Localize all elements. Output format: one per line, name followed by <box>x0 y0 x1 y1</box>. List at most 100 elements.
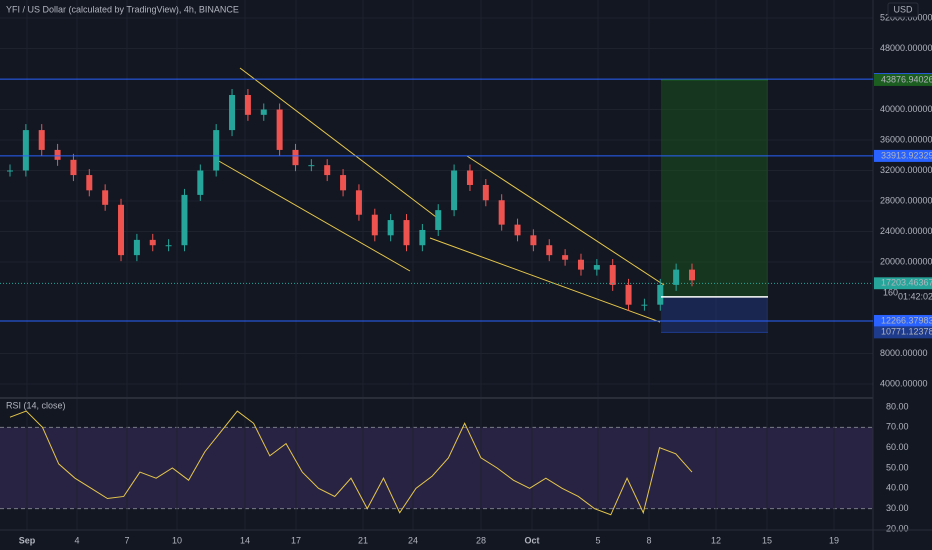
price-tag <box>874 73 932 86</box>
price-tick-label: 32000.00000 <box>880 165 932 175</box>
candle <box>149 239 156 246</box>
time-label: 19 <box>829 535 839 545</box>
time-label: 4 <box>74 535 79 545</box>
rsi-tick-label: 40.00 <box>886 483 909 493</box>
rsi-tick-label: 60.00 <box>886 442 909 452</box>
candle <box>38 130 45 150</box>
time-label: 5 <box>595 535 600 545</box>
rsi-tick-label: 30.00 <box>886 503 909 513</box>
price-tick-label: 28000.00000 <box>880 195 932 205</box>
candle <box>657 284 664 305</box>
price-tick-label: 48000.00000 <box>880 43 932 53</box>
candles <box>7 89 695 516</box>
candle <box>482 184 489 201</box>
candle <box>530 235 537 246</box>
profit-zone[interactable] <box>661 80 768 297</box>
price-tag <box>874 326 932 339</box>
time-label: 24 <box>408 535 418 545</box>
price-tick-label: 36000.00000 <box>880 134 932 144</box>
candle <box>292 149 299 166</box>
time-label: 28 <box>476 535 486 545</box>
price-tag-label: 33913.92329 <box>881 150 932 160</box>
price-tag <box>874 314 932 327</box>
trend-line[interactable] <box>466 155 665 286</box>
candle <box>54 149 61 160</box>
price-tag-label: 43876.94026 <box>881 74 932 84</box>
candle <box>324 165 331 176</box>
rsi-band <box>0 427 873 509</box>
candle <box>340 175 347 191</box>
candle <box>133 239 140 256</box>
time-label: 7 <box>124 535 129 545</box>
time-label: 8 <box>646 535 651 545</box>
trend-lines <box>216 67 665 323</box>
price-tick-label: 24000.00000 <box>880 226 932 236</box>
price-tag <box>874 277 932 290</box>
candle <box>419 229 426 246</box>
candle <box>673 269 680 285</box>
candle <box>546 245 553 256</box>
time-label: 12 <box>711 535 721 545</box>
candle <box>308 165 315 167</box>
candle <box>197 170 204 195</box>
candle <box>22 130 29 171</box>
candle <box>577 259 584 270</box>
candle <box>514 224 521 236</box>
pane-divider <box>0 397 873 399</box>
candle <box>165 245 172 247</box>
candle <box>562 255 569 260</box>
trend-line[interactable] <box>429 237 661 323</box>
candle <box>213 130 220 171</box>
rsi-tick-label: 50.00 <box>886 462 909 472</box>
time-label: 15 <box>762 535 772 545</box>
price-tag-label: 10771.12378 <box>881 327 932 337</box>
currency-box[interactable] <box>887 2 919 18</box>
countdown-price: 160 <box>883 288 898 298</box>
price-tick-label: 40000.00000 <box>880 104 932 114</box>
candle <box>689 269 695 281</box>
candle <box>625 284 632 305</box>
candle <box>609 265 616 285</box>
time-label: 17 <box>291 535 301 545</box>
rsi-tick-label: 70.00 <box>886 422 909 432</box>
candle <box>371 214 378 236</box>
candle <box>451 170 458 211</box>
candle <box>498 200 505 225</box>
candle <box>229 95 236 131</box>
price-tag <box>874 149 932 162</box>
time-label: 10 <box>172 535 182 545</box>
price-tag-label: 17203.46367 <box>881 278 932 288</box>
candle <box>102 190 109 205</box>
candle <box>593 265 600 270</box>
candle <box>641 304 648 306</box>
candle <box>466 170 473 185</box>
countdown-tag <box>874 289 932 304</box>
candle <box>86 175 93 191</box>
price-tick-label: 20000.00000 <box>880 256 932 266</box>
candle <box>403 220 410 246</box>
rsi-line <box>9 410 693 516</box>
price-tick-label: 4000.00000 <box>880 378 928 388</box>
loss-zone[interactable] <box>661 297 768 333</box>
rsi-title: RSI (14, close) <box>6 400 66 410</box>
time-label: 14 <box>240 535 250 545</box>
currency: USD <box>893 4 913 14</box>
candle <box>435 210 442 230</box>
candle <box>387 220 394 236</box>
candle <box>355 190 362 215</box>
price-tags: 43983.0935843876.9402633913.9232917203.4… <box>0 73 932 339</box>
trend-line[interactable] <box>216 159 411 272</box>
candle <box>260 109 267 115</box>
time-label: Oct <box>524 535 539 545</box>
price-tick-label: 8000.00000 <box>880 348 928 358</box>
trend-line[interactable] <box>239 67 441 221</box>
symbol-title: YFI / US Dollar (calculated by TradingVi… <box>6 4 239 14</box>
time-label: Sep <box>19 535 36 545</box>
rsi-tick-label: 80.00 <box>886 401 909 411</box>
candle <box>7 170 13 172</box>
rsi-tick-label: 20.00 <box>886 523 909 533</box>
candle <box>181 194 188 246</box>
